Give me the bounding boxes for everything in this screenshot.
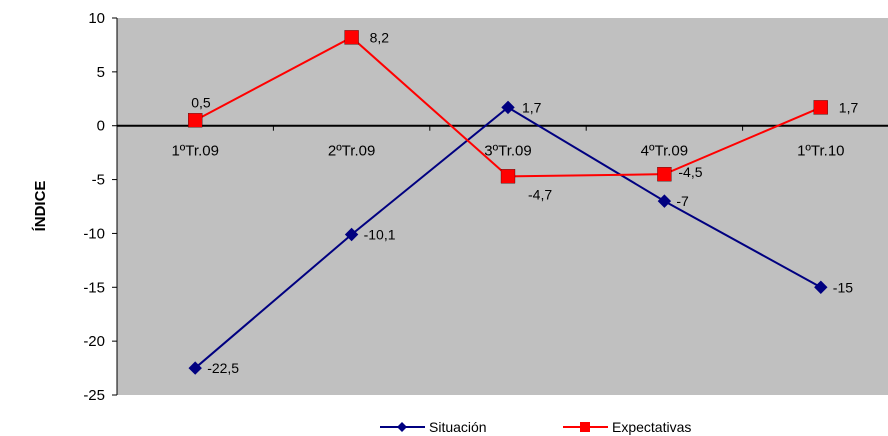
data-point-expectativas (344, 30, 359, 45)
data-label: 0,5 (191, 94, 211, 110)
legend-label: Expectativas (612, 419, 691, 435)
y-tick-label: -10 (83, 225, 105, 242)
y-axis-label: ÍNDICE (32, 181, 49, 232)
data-label: -4,7 (528, 186, 552, 202)
y-tick-label: -20 (83, 333, 105, 350)
legend-label: Situación (429, 419, 487, 435)
y-tick-label: -25 (83, 387, 105, 404)
data-label: 8,2 (370, 29, 390, 45)
x-tick-label: 2ºTr.09 (328, 143, 375, 160)
axes: 10 5 0 -5 -10 -15 -20 -25 1ºTr.09 2ºTr.09 3ºTr.09 4… (83, 10, 888, 404)
x-tick-label: 4ºTr.09 (641, 143, 688, 160)
data-label: -15 (833, 279, 853, 295)
data-point-situación (657, 194, 672, 208)
x-tick-label: 3ºTr.09 (484, 143, 531, 160)
legend-marker-expectativas (580, 422, 590, 432)
legend-marker-situación (397, 422, 407, 432)
data-label: -4,5 (678, 164, 702, 180)
data-point-expectativas (500, 169, 516, 184)
plot-area (117, 18, 888, 395)
data-point-situación (188, 361, 202, 375)
data-point-situación (501, 100, 515, 115)
data-labels: -22,5 -10,1 1,7 -7 -15 0,5 8,2 -4,7 -4,5 1,7 (191, 29, 858, 376)
data-point-situación (814, 280, 828, 294)
data-label: -10,1 (364, 227, 396, 243)
series-layer (188, 30, 828, 375)
data-label: 1,7 (522, 99, 542, 115)
y-tick-label: 5 (97, 64, 105, 81)
x-tick-label: 1ºTr.10 (797, 143, 844, 160)
data-label: 1,7 (839, 99, 859, 115)
y-tick-label: -5 (92, 172, 105, 189)
data-point-expectativas (188, 113, 203, 128)
y-tick-label: 0 (97, 118, 105, 135)
y-tick-label: -15 (83, 279, 105, 296)
data-label: -22,5 (207, 360, 239, 376)
data-point-expectativas (657, 167, 672, 182)
data-point-situación (344, 227, 359, 242)
x-tick-label: 1ºTr.09 (171, 143, 218, 160)
data-point-expectativas (813, 100, 828, 115)
y-tick-label: 10 (88, 10, 105, 27)
data-label: -7 (676, 193, 689, 209)
legend: Situación Expectativas (380, 419, 691, 435)
